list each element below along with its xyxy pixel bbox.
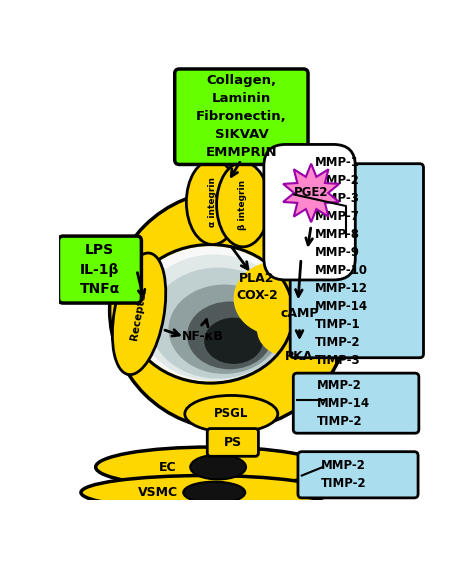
Text: PSGL: PSGL	[214, 407, 248, 420]
Text: MMP-2
MMP-14
TIMP-2: MMP-2 MMP-14 TIMP-2	[317, 379, 370, 428]
Ellipse shape	[129, 246, 292, 382]
Text: EC: EC	[159, 461, 176, 474]
Ellipse shape	[150, 268, 286, 379]
Text: EP4 R: EP4 R	[289, 221, 322, 249]
Ellipse shape	[112, 253, 166, 375]
Text: LPS
IL-1β
TNFα: LPS IL-1β TNFα	[80, 243, 119, 296]
FancyBboxPatch shape	[207, 429, 258, 456]
Ellipse shape	[169, 284, 280, 374]
Text: PKA: PKA	[285, 350, 314, 362]
Ellipse shape	[185, 396, 278, 432]
Text: PS: PS	[224, 436, 242, 449]
FancyBboxPatch shape	[175, 69, 308, 165]
Text: β integrin: β integrin	[238, 179, 247, 229]
Ellipse shape	[204, 318, 263, 364]
Ellipse shape	[234, 261, 319, 336]
Ellipse shape	[109, 191, 350, 429]
Polygon shape	[283, 164, 339, 222]
FancyBboxPatch shape	[293, 373, 419, 433]
Text: Receptor: Receptor	[129, 287, 149, 341]
Text: PGE2: PGE2	[294, 187, 328, 200]
Ellipse shape	[190, 455, 246, 479]
Text: Collagen,
Laminin
Fibronectin,
SIKVAV
EMMPRIN: Collagen, Laminin Fibronectin, SIKVAV EM…	[196, 74, 287, 159]
Text: MMP-1
MMP-2
MMP-3
MMP-7
MMP-8
MMP-9
MMP-10
MMP-12
MMP-14
TIMP-1
TIMP-2
TIMP-3: MMP-1 MMP-2 MMP-3 MMP-7 MMP-8 MMP-9 MMP-…	[315, 156, 368, 367]
FancyBboxPatch shape	[290, 164, 423, 358]
FancyBboxPatch shape	[298, 452, 418, 498]
Ellipse shape	[257, 302, 319, 356]
Ellipse shape	[138, 255, 290, 381]
Text: α integrin: α integrin	[208, 177, 217, 227]
Ellipse shape	[81, 475, 329, 509]
Ellipse shape	[276, 209, 336, 262]
Text: PLA2
COX-2: PLA2 COX-2	[236, 272, 278, 302]
Text: MMP-2
TIMP-2: MMP-2 TIMP-2	[321, 459, 367, 490]
Ellipse shape	[183, 482, 245, 503]
Text: NF-κB: NF-κB	[182, 330, 224, 343]
Text: cAMP: cAMP	[280, 307, 319, 320]
Ellipse shape	[96, 447, 325, 487]
FancyBboxPatch shape	[58, 236, 141, 303]
FancyBboxPatch shape	[264, 144, 356, 280]
Text: VSMC: VSMC	[138, 486, 179, 499]
Ellipse shape	[217, 162, 269, 247]
Ellipse shape	[187, 302, 273, 369]
Ellipse shape	[186, 160, 239, 244]
